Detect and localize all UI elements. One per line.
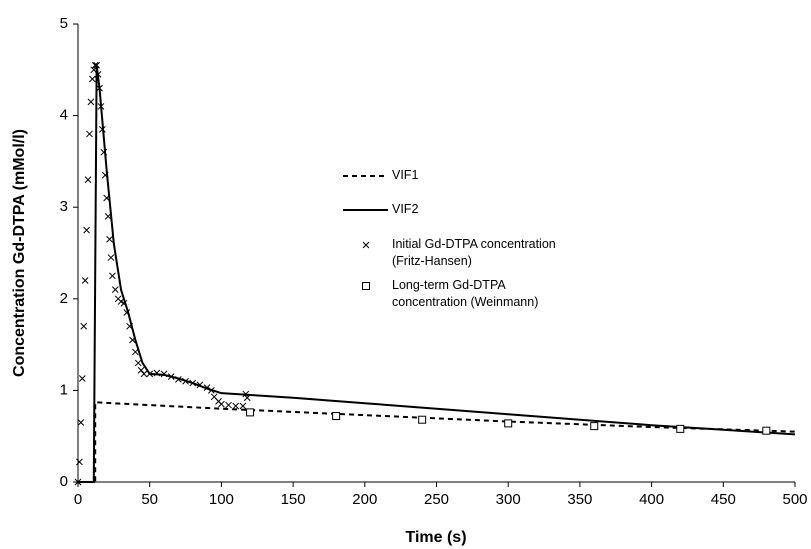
data-point <box>81 277 89 284</box>
data-line <box>78 401 796 483</box>
data-point <box>242 390 250 398</box>
data-point <box>418 415 427 424</box>
data-point <box>109 272 116 280</box>
data-point <box>196 381 204 389</box>
y-tick-label: 3 <box>60 198 68 215</box>
data-point <box>160 370 168 378</box>
x-tick-label: 300 <box>496 491 521 508</box>
data-point <box>107 254 115 261</box>
data-point <box>93 61 100 69</box>
data-point <box>103 194 111 202</box>
legend-symbol <box>362 241 370 249</box>
data-point <box>225 401 232 409</box>
data-line <box>78 65 796 483</box>
legend-symbol <box>362 282 370 290</box>
y-tick-label: 5 <box>60 15 68 32</box>
x-tick-label: 400 <box>639 491 664 508</box>
data-point <box>129 336 136 344</box>
data-point <box>83 226 90 234</box>
data-point <box>120 300 128 307</box>
data-point <box>762 426 771 435</box>
data-point <box>246 408 255 417</box>
data-point <box>99 125 106 133</box>
data-point <box>189 379 197 387</box>
data-point <box>91 61 99 69</box>
data-point <box>104 213 112 220</box>
data-point <box>146 370 154 378</box>
data-point <box>80 322 88 330</box>
x-tick-label: 350 <box>567 491 592 508</box>
x-tick-label: 100 <box>209 491 234 508</box>
data-point <box>111 286 119 293</box>
data-point <box>153 369 161 377</box>
data-point <box>182 377 189 385</box>
data-point <box>101 171 109 179</box>
data-point <box>88 75 96 83</box>
y-tick-label: 2 <box>60 290 68 307</box>
data-point <box>167 373 175 381</box>
legend-label: Initial Gd-DTPA concentration (Fritz-Han… <box>392 237 556 268</box>
x-tick-label: 200 <box>352 491 377 508</box>
data-point <box>76 458 83 466</box>
data-point <box>218 400 225 408</box>
y-tick-label: 4 <box>60 107 68 124</box>
x-tick-label: 150 <box>281 491 306 508</box>
data-point <box>74 478 82 486</box>
data-point <box>84 176 92 184</box>
y-axis-label: Concentration Gd-DTPA (mMol/l) <box>11 129 28 377</box>
legend-label: Long-term Gd-DTPA concentration (Weinman… <box>392 278 539 309</box>
data-point <box>96 84 103 92</box>
data-point <box>106 235 113 243</box>
data-point <box>243 394 251 402</box>
data-point <box>208 387 215 394</box>
data-point <box>126 322 133 330</box>
data-point <box>134 359 142 367</box>
data-point <box>140 370 148 378</box>
data-point <box>676 424 685 433</box>
data-point <box>175 376 182 383</box>
data-point <box>123 309 131 316</box>
x-tick-label: 250 <box>424 491 449 508</box>
data-point <box>97 103 105 110</box>
data-point <box>132 348 139 356</box>
x-tick-label: 450 <box>711 491 736 508</box>
x-tick-label: 500 <box>782 491 807 508</box>
data-point <box>332 412 341 421</box>
data-point <box>77 419 85 426</box>
legend-label: VIF1 <box>392 168 419 182</box>
data-point <box>100 148 108 156</box>
legend-label: VIF2 <box>392 202 419 216</box>
data-point <box>203 384 211 392</box>
data-point <box>504 419 513 428</box>
data-point <box>86 130 93 138</box>
data-point <box>94 71 102 78</box>
x-tick-label: 0 <box>74 491 82 508</box>
data-point <box>590 422 599 431</box>
y-tick-label: 1 <box>60 381 68 398</box>
data-point <box>239 402 247 410</box>
data-point <box>232 402 240 410</box>
y-tick-label: 0 <box>60 473 68 490</box>
x-tick-label: 50 <box>141 491 158 508</box>
data-point <box>137 366 145 374</box>
data-point <box>78 375 86 382</box>
x-axis-label: Time (s) <box>405 529 466 546</box>
data-point <box>87 98 95 106</box>
